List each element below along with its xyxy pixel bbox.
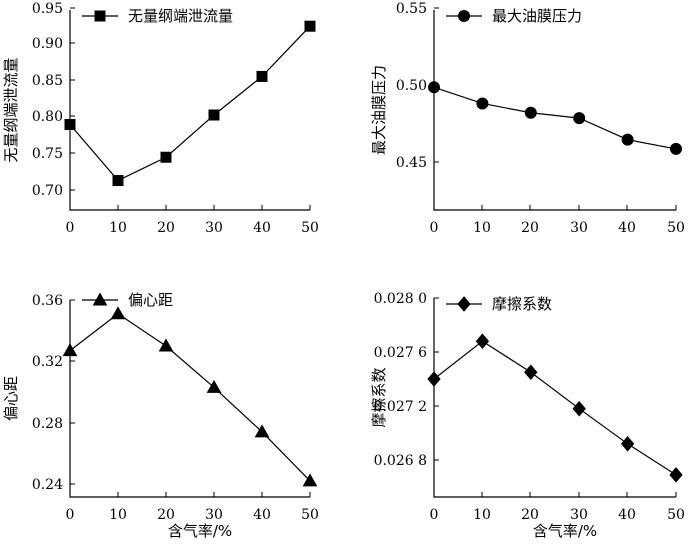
data-point <box>158 338 174 352</box>
data-point <box>110 306 126 320</box>
x-axis-title: 含气率/% <box>533 522 597 540</box>
series-line <box>433 340 677 476</box>
x-tick-label: 0 <box>66 507 75 523</box>
data-point <box>254 424 270 438</box>
data-point <box>428 81 440 94</box>
legend-label: 摩擦系数 <box>492 295 552 313</box>
y-tick-label: 0.28 <box>32 416 63 432</box>
x-tick-label: 30 <box>570 220 588 236</box>
x-axis-title: 含气率/% <box>168 522 232 540</box>
data-point <box>669 467 683 483</box>
legend-label: 无量纲端泄流量 <box>128 7 233 25</box>
legend-marker <box>457 296 471 312</box>
x-tick-label: 20 <box>521 220 539 236</box>
y-tick-label: 0.026 8 <box>374 453 427 469</box>
data-point <box>476 97 489 110</box>
data-point <box>206 379 222 393</box>
data-point <box>64 118 76 130</box>
x-tick-label: 40 <box>618 507 636 523</box>
y-tick-label: 0.027 2 <box>374 399 427 415</box>
x-tick-label: 10 <box>109 220 127 236</box>
y-tick-label: 0.95 <box>32 1 63 17</box>
x-tick-label: 10 <box>473 220 491 236</box>
x-tick-label: 30 <box>570 507 588 523</box>
legend-label: 最大油膜压力 <box>492 7 582 25</box>
chart-panel-4: 0 10 20 30 40 50 0.026 8 0.027 2 0.027 6 0.028 0 摩… <box>370 291 685 540</box>
y-tick-label: 0.80 <box>32 109 63 125</box>
legend-marker <box>94 10 106 22</box>
x-tick-label: 40 <box>253 507 271 523</box>
x-tick-label: 20 <box>157 507 175 523</box>
x-tick-label: 40 <box>618 220 636 236</box>
data-point <box>621 133 634 146</box>
x-tick-label: 0 <box>430 220 439 236</box>
data-point <box>670 142 682 155</box>
y-tick-label: 0.24 <box>32 477 63 493</box>
data-point <box>573 112 586 125</box>
y-tick-label: 0.75 <box>32 146 63 162</box>
y-axis-title: 偏心距 <box>2 376 20 421</box>
data-point <box>524 364 538 381</box>
y-tick-label: 0.85 <box>32 73 63 89</box>
x-tick-label: 20 <box>157 220 175 236</box>
y-axis-title: 摩擦系数 <box>370 367 388 427</box>
legend-label: 偏心距 <box>128 291 173 309</box>
y-axis-title: 无量纲端泄流量 <box>2 57 20 162</box>
x-tick-label: 50 <box>667 507 685 523</box>
y-tick-label: 0.70 <box>32 183 63 199</box>
y-tick-label: 0.50 <box>396 78 427 94</box>
series-line <box>69 25 311 182</box>
axes <box>433 10 676 211</box>
series-line <box>433 86 677 150</box>
y-tick-label: 0.027 6 <box>374 345 428 361</box>
data-point <box>208 109 220 121</box>
y-tick-label: 0.32 <box>32 354 63 370</box>
y-tick-label: 0.45 <box>396 155 427 171</box>
data-point <box>427 371 441 387</box>
chart-panel-1: 0 10 20 30 40 50 0.70 0.75 0.80 0.85 0.90 0.95 无量纲端泄… <box>2 1 319 236</box>
x-tick-label: 0 <box>430 507 439 523</box>
axes <box>433 298 676 498</box>
data-point <box>160 151 172 163</box>
x-tick-label: 50 <box>667 220 685 236</box>
data-point <box>475 333 490 349</box>
y-tick-label: 0.028 0 <box>374 291 427 307</box>
legend-marker <box>92 292 108 306</box>
y-axis-title: 最大油膜压力 <box>370 65 388 155</box>
data-point <box>112 175 124 187</box>
x-tick-label: 50 <box>301 507 319 523</box>
data-point <box>572 400 586 417</box>
x-tick-label: 0 <box>66 220 75 236</box>
x-tick-label: 40 <box>253 220 271 236</box>
y-tick-label: 0.36 <box>32 293 63 309</box>
data-point <box>302 473 318 487</box>
data-point <box>256 70 268 82</box>
data-point <box>620 436 635 452</box>
x-tick-label: 10 <box>473 507 491 523</box>
y-tick-label: 0.90 <box>32 36 63 52</box>
series-line <box>69 313 311 482</box>
x-tick-label: 20 <box>521 507 539 523</box>
x-tick-label: 30 <box>205 220 223 236</box>
data-point <box>524 106 537 119</box>
axes <box>69 10 310 211</box>
x-tick-label: 50 <box>301 220 319 236</box>
y-tick-label: 0.55 <box>396 1 427 17</box>
axes <box>69 300 310 498</box>
legend-marker <box>458 10 470 22</box>
data-point <box>304 20 316 32</box>
x-tick-label: 30 <box>205 507 223 523</box>
data-point <box>62 343 78 357</box>
x-tick-label: 10 <box>109 507 127 523</box>
